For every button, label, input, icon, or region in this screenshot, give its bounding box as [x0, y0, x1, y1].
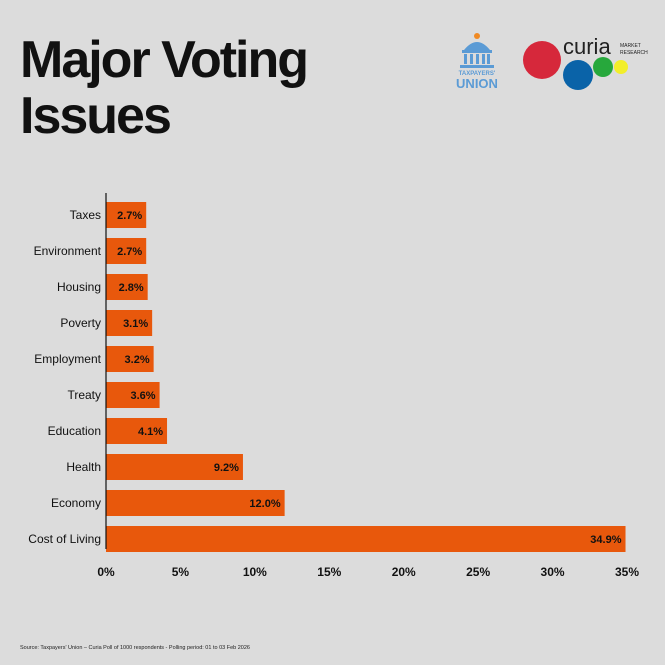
data-label: 4.1%: [138, 426, 163, 438]
bar: [106, 490, 285, 516]
source-note: Source: Taxpayers' Union – Curia Poll of…: [20, 645, 250, 651]
data-label: 3.6%: [131, 390, 156, 402]
tu-logo-line2: UNION: [456, 76, 498, 91]
category-label: Education: [48, 424, 101, 438]
page-title: Major Voting Issues: [20, 31, 309, 145]
category-label: Employment: [34, 352, 101, 366]
bar: [106, 346, 154, 372]
bar: [106, 274, 148, 300]
x-tick-label: 10%: [243, 565, 267, 579]
category-label: Treaty: [67, 388, 101, 402]
data-label: 34.9%: [590, 534, 621, 546]
data-label: 9.2%: [214, 462, 239, 474]
bar: [106, 382, 160, 408]
bar: [106, 454, 243, 480]
bar: [106, 238, 147, 264]
x-tick-label: 30%: [541, 565, 565, 579]
curia-logo: curia MARKET RESEARCH: [523, 34, 648, 90]
data-label: 3.2%: [125, 354, 150, 366]
x-tick-label: 5%: [172, 565, 190, 579]
x-tick-label: 20%: [392, 565, 416, 579]
curia-logo-sub2: RESEARCH: [620, 50, 648, 56]
category-label: Health: [66, 460, 101, 474]
category-label: Poverty: [60, 316, 101, 330]
taxpayers-union-logo: TAXPAYERS' UNION: [456, 33, 498, 91]
bar: [106, 310, 153, 336]
category-label: Economy: [51, 496, 101, 510]
bar: [106, 202, 147, 228]
category-label: Environment: [34, 244, 102, 258]
tu-logo-line1: TAXPAYERS': [459, 71, 496, 77]
data-label: 2.7%: [117, 246, 142, 258]
category-label: Taxes: [70, 208, 101, 222]
curia-logo-name: curia: [563, 34, 611, 59]
data-label: 2.7%: [117, 210, 142, 222]
bar: [106, 526, 626, 552]
x-tick-label: 15%: [317, 565, 341, 579]
category-label: Cost of Living: [28, 532, 101, 546]
x-tick-label: 35%: [615, 565, 639, 579]
data-label: 3.1%: [123, 318, 148, 330]
category-label: Housing: [57, 280, 101, 294]
x-tick-label: 0%: [97, 565, 115, 579]
data-label: 2.8%: [119, 282, 144, 294]
bar: [106, 418, 168, 444]
curia-logo-sub1: MARKET: [620, 43, 641, 49]
data-label: 12.0%: [249, 498, 280, 510]
x-tick-label: 25%: [466, 565, 490, 579]
bar-chart: Taxes 2.7% Environment 2.7% Housing 2.8% Pover…: [28, 193, 639, 579]
